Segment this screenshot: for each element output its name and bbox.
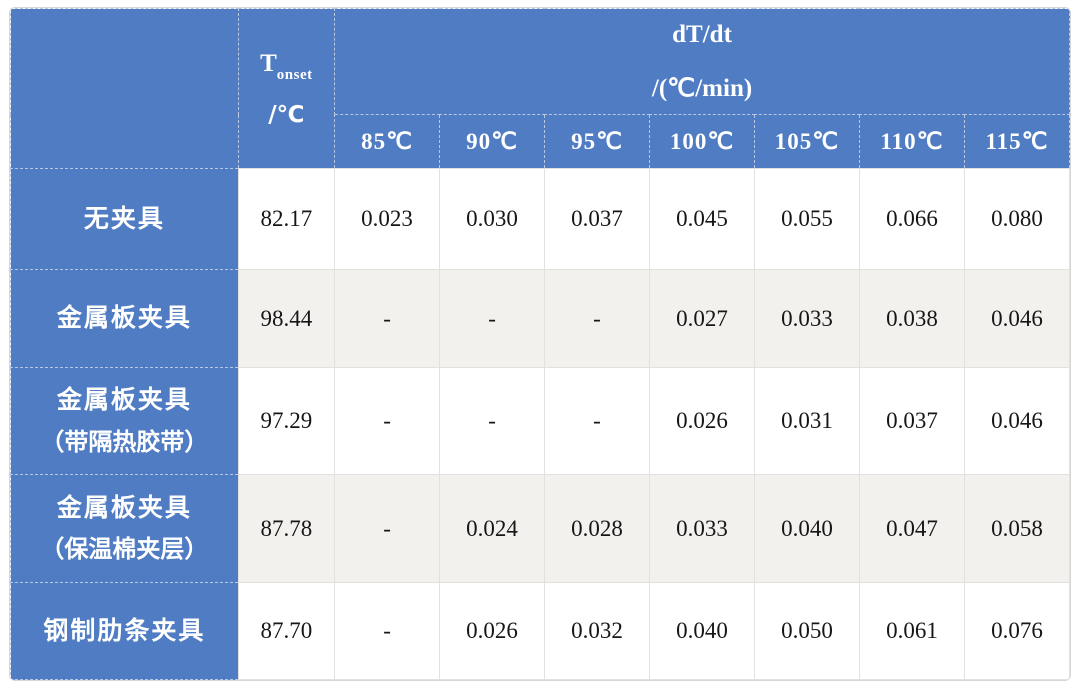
table-row: 无夹具 82.17 0.023 0.030 0.037 0.045 0.055 … xyxy=(10,168,1070,270)
temp-col-90: 90℃ xyxy=(439,114,546,169)
header-row-top: Tonset /℃ dT/dt /(℃/min) xyxy=(10,8,1070,169)
dtdt-value: 0.046 xyxy=(963,269,1070,368)
tonset-value: 87.70 xyxy=(237,582,336,680)
dtdt-value: 0.027 xyxy=(649,269,755,368)
table-body: 无夹具 82.17 0.023 0.030 0.037 0.045 0.055 … xyxy=(10,168,1070,680)
row-label: 钢制肋条夹具 xyxy=(10,582,239,680)
table-row: 金属板夹具 （带隔热胶带） 97.29 - - - 0.026 0.031 0.… xyxy=(10,367,1070,475)
dtdt-value: 0.038 xyxy=(858,269,965,368)
dtdt-value: 0.066 xyxy=(858,168,965,270)
dtdt-value: 0.050 xyxy=(753,582,860,680)
temp-col-100: 100℃ xyxy=(649,114,755,169)
dtdt-value: - xyxy=(334,474,441,583)
tonset-value: 82.17 xyxy=(237,168,336,270)
dtdt-value: 0.033 xyxy=(649,474,755,583)
dtdt-value: 0.032 xyxy=(544,582,650,680)
tonset-symbol: T xyxy=(260,49,277,77)
dtdt-value: 0.055 xyxy=(753,168,860,270)
dtdt-label: dT/dt xyxy=(672,20,732,48)
dtdt-value: 0.040 xyxy=(753,474,860,583)
tonset-header-cell: Tonset /℃ xyxy=(237,8,336,169)
temp-col-110: 110℃ xyxy=(858,114,965,169)
dtdt-value: - xyxy=(334,269,441,368)
dtdt-unit: /(℃/min) xyxy=(651,74,753,102)
dtdt-value: 0.061 xyxy=(858,582,965,680)
row-label: 金属板夹具 （带隔热胶带） xyxy=(10,367,239,475)
dtdt-header-cell: dT/dt /(℃/min) xyxy=(334,8,1070,115)
dtdt-value: 0.024 xyxy=(439,474,546,583)
dtdt-value: 0.028 xyxy=(544,474,650,583)
dtdt-value: - xyxy=(544,269,650,368)
row-label: 金属板夹具 xyxy=(10,269,239,368)
header-row-temps: 85℃ 90℃ 95℃ 100℃ 105℃ 110℃ 115℃ xyxy=(11,114,1070,169)
dtdt-value: 0.026 xyxy=(439,582,546,680)
dtdt-value: 0.047 xyxy=(858,474,965,583)
temp-col-115: 115℃ xyxy=(963,114,1070,169)
dtdt-value: - xyxy=(439,269,546,368)
dtdt-value: 0.037 xyxy=(544,168,650,270)
tonset-unit: /℃ xyxy=(268,101,305,128)
dtdt-value: 0.023 xyxy=(334,168,441,270)
dtdt-value: 0.033 xyxy=(753,269,860,368)
dtdt-value: 0.046 xyxy=(963,367,1070,475)
fixture-thermal-table: Tonset /℃ dT/dt /(℃/min) 85℃ 90℃ 95℃ 100… xyxy=(10,8,1070,680)
temp-col-105: 105℃ xyxy=(753,114,860,169)
tonset-value: 87.78 xyxy=(237,474,336,583)
fixture-thermal-table-card: Tonset /℃ dT/dt /(℃/min) 85℃ 90℃ 95℃ 100… xyxy=(9,7,1071,681)
tonset-value: 98.44 xyxy=(237,269,336,368)
dtdt-value: 0.026 xyxy=(649,367,755,475)
dtdt-value: 0.037 xyxy=(858,367,965,475)
table-row: 钢制肋条夹具 87.70 - 0.026 0.032 0.040 0.050 0… xyxy=(10,582,1070,680)
tonset-subscript: onset xyxy=(276,66,313,83)
row-label: 金属板夹具 （保温棉夹层） xyxy=(10,474,239,583)
temp-col-95: 95℃ xyxy=(544,114,650,169)
dtdt-value: 0.040 xyxy=(649,582,755,680)
dtdt-value: 0.030 xyxy=(439,168,546,270)
dtdt-value: 0.076 xyxy=(963,582,1070,680)
dtdt-value: 0.058 xyxy=(963,474,1070,583)
table-row: 金属板夹具 98.44 - - - 0.027 0.033 0.038 0.04… xyxy=(10,269,1070,368)
table-row: 金属板夹具 （保温棉夹层） 87.78 - 0.024 0.028 0.033 … xyxy=(10,474,1070,583)
dtdt-value: 0.045 xyxy=(649,168,755,270)
table-header: Tonset /℃ dT/dt /(℃/min) 85℃ 90℃ 95℃ 100… xyxy=(10,8,1070,169)
dtdt-value: - xyxy=(439,367,546,475)
temp-col-85: 85℃ xyxy=(334,114,441,169)
tonset-value: 97.29 xyxy=(237,367,336,475)
row-label: 无夹具 xyxy=(10,168,239,270)
dtdt-value: 0.080 xyxy=(963,168,1070,270)
dtdt-value: - xyxy=(334,367,441,475)
dtdt-value: - xyxy=(544,367,650,475)
dtdt-value: 0.031 xyxy=(753,367,860,475)
corner-cell xyxy=(10,8,239,169)
dtdt-value: - xyxy=(334,582,441,680)
